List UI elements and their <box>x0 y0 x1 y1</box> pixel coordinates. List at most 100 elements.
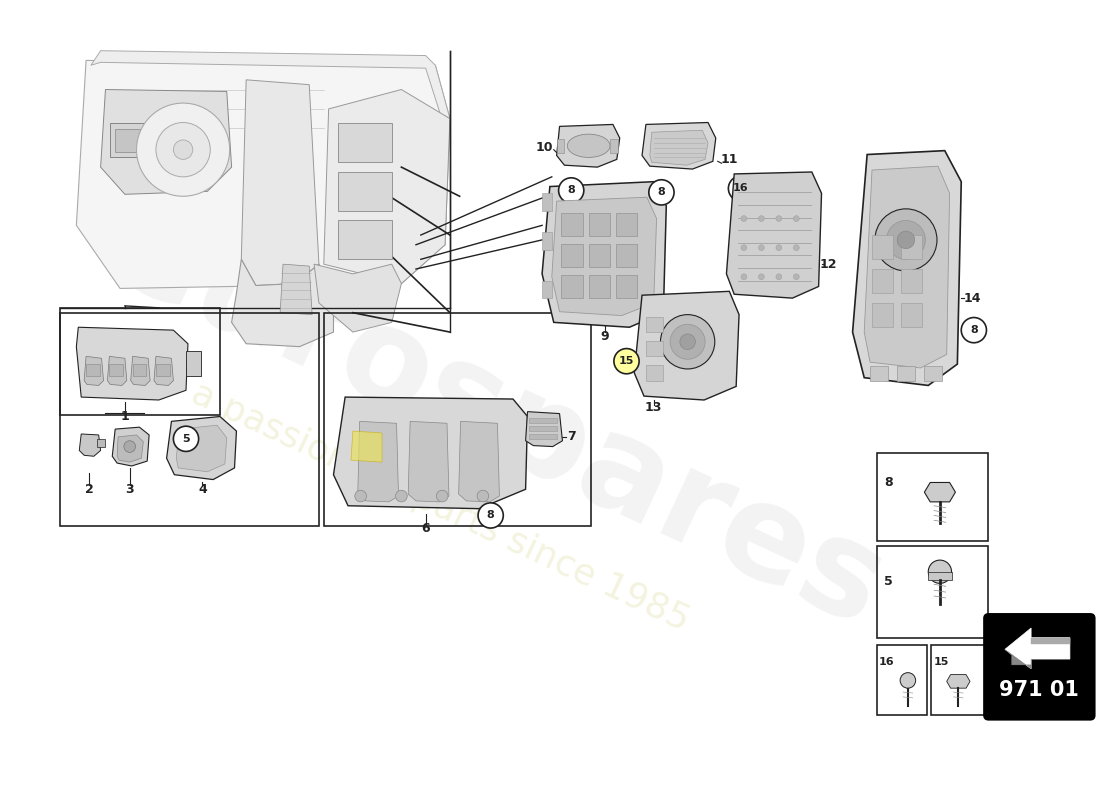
Bar <box>97 439 104 446</box>
Polygon shape <box>947 674 970 688</box>
Circle shape <box>898 231 915 249</box>
Text: 13: 13 <box>645 402 662 414</box>
Bar <box>872 235 893 259</box>
Circle shape <box>478 503 504 528</box>
Bar <box>529 418 557 423</box>
Polygon shape <box>924 482 956 502</box>
Polygon shape <box>1005 628 1070 669</box>
Bar <box>109 364 123 376</box>
Polygon shape <box>166 417 236 479</box>
Circle shape <box>559 178 584 203</box>
Bar <box>116 130 158 152</box>
Circle shape <box>900 673 915 688</box>
Text: 7: 7 <box>566 430 575 443</box>
Circle shape <box>396 490 407 502</box>
Bar <box>561 244 583 267</box>
Bar <box>872 269 893 294</box>
Text: 6: 6 <box>421 522 430 534</box>
Text: 15: 15 <box>933 657 948 667</box>
Text: 4: 4 <box>198 482 207 496</box>
Circle shape <box>156 122 210 177</box>
Bar <box>323 313 591 526</box>
Polygon shape <box>79 434 100 456</box>
Circle shape <box>728 176 754 201</box>
Bar <box>588 213 610 236</box>
Circle shape <box>741 245 747 250</box>
Bar <box>557 139 564 153</box>
Polygon shape <box>100 90 232 194</box>
Circle shape <box>776 216 782 222</box>
Text: 9: 9 <box>601 330 609 343</box>
Bar <box>877 646 927 715</box>
Bar <box>59 308 220 414</box>
Circle shape <box>124 441 135 452</box>
Text: 12: 12 <box>820 258 837 270</box>
Polygon shape <box>924 366 942 381</box>
Polygon shape <box>84 356 103 386</box>
Polygon shape <box>131 356 150 386</box>
Circle shape <box>477 490 488 502</box>
Bar <box>901 303 923 327</box>
Bar <box>561 213 583 236</box>
Polygon shape <box>642 122 716 169</box>
Bar <box>133 364 146 376</box>
Circle shape <box>680 334 695 350</box>
Polygon shape <box>852 150 961 386</box>
Text: 11: 11 <box>720 153 738 166</box>
Bar <box>110 123 164 158</box>
Bar <box>616 244 637 267</box>
Bar <box>646 317 663 332</box>
Circle shape <box>759 274 764 280</box>
Polygon shape <box>117 435 143 462</box>
Text: 16: 16 <box>734 183 749 194</box>
Circle shape <box>649 180 674 205</box>
Polygon shape <box>408 422 449 502</box>
Polygon shape <box>726 172 822 298</box>
Polygon shape <box>154 356 174 386</box>
Bar <box>616 275 637 298</box>
Bar <box>872 303 893 327</box>
Polygon shape <box>176 426 227 472</box>
Circle shape <box>793 274 800 280</box>
Bar <box>561 275 583 298</box>
Polygon shape <box>865 166 949 368</box>
Bar <box>901 235 923 259</box>
Polygon shape <box>91 50 450 118</box>
Circle shape <box>759 216 764 222</box>
FancyBboxPatch shape <box>984 614 1094 719</box>
Bar <box>339 172 392 210</box>
Text: 10: 10 <box>536 142 553 154</box>
Bar <box>928 572 952 579</box>
Circle shape <box>793 216 800 222</box>
Polygon shape <box>108 356 126 386</box>
Circle shape <box>961 318 987 342</box>
Polygon shape <box>552 198 657 315</box>
Text: 8: 8 <box>658 187 666 198</box>
Bar <box>646 365 663 381</box>
Bar <box>86 364 100 376</box>
Polygon shape <box>635 291 739 400</box>
Polygon shape <box>280 264 312 314</box>
Polygon shape <box>232 259 333 346</box>
Text: eurospares: eurospares <box>94 186 903 654</box>
Polygon shape <box>557 125 619 167</box>
Bar <box>542 232 552 250</box>
Circle shape <box>759 245 764 250</box>
Text: a passion for parts since 1985: a passion for parts since 1985 <box>186 376 694 638</box>
Circle shape <box>437 490 448 502</box>
Polygon shape <box>241 80 319 286</box>
Bar <box>610 139 618 153</box>
Polygon shape <box>333 397 528 509</box>
Polygon shape <box>542 182 667 327</box>
Circle shape <box>793 245 800 250</box>
Bar <box>529 434 557 439</box>
Text: 971 01: 971 01 <box>999 680 1079 700</box>
Text: 8: 8 <box>487 510 495 521</box>
Text: 3: 3 <box>125 482 134 496</box>
Text: 1: 1 <box>121 410 130 423</box>
Text: 8: 8 <box>970 325 978 335</box>
Text: 2: 2 <box>85 482 94 496</box>
Circle shape <box>174 426 199 451</box>
Polygon shape <box>76 61 450 289</box>
Text: 8: 8 <box>884 476 893 489</box>
